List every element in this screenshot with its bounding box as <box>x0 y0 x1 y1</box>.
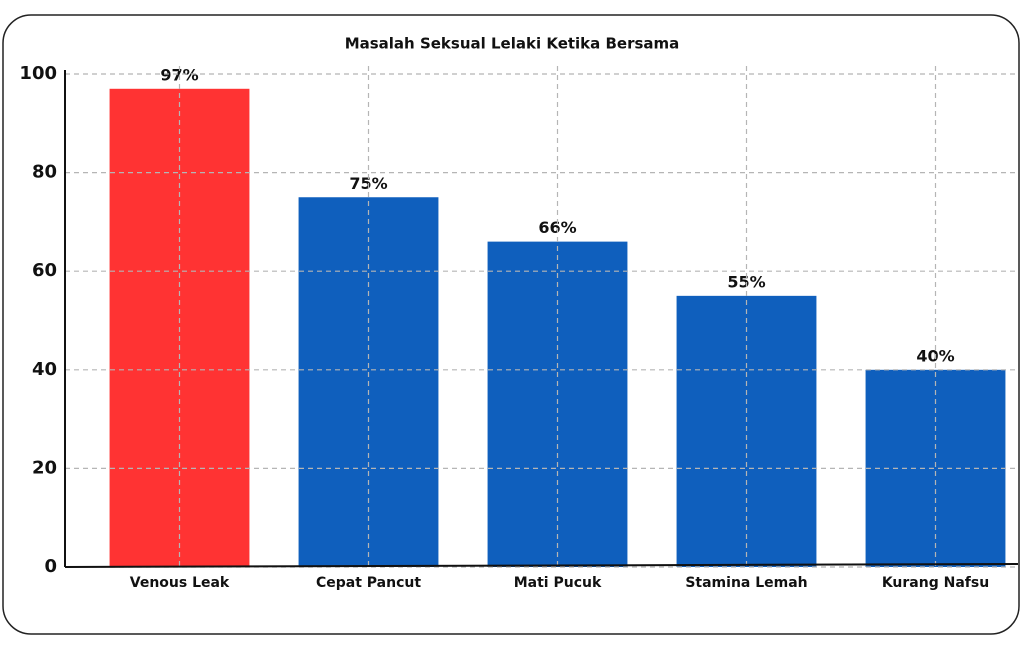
x-tick-label: Cepat Pancut <box>316 575 421 591</box>
y-tick-label: 0 <box>44 556 57 577</box>
y-tick-label: 60 <box>32 260 57 281</box>
x-tick-label: Venous Leak <box>130 575 230 591</box>
x-tick-label: Stamina Lemah <box>685 575 807 591</box>
value-label: 66% <box>538 218 576 237</box>
y-tick-label: 40 <box>32 359 57 380</box>
y-tick-label: 100 <box>19 63 57 84</box>
y-tick-label: 20 <box>32 457 57 478</box>
x-tick-label: Mati Pucuk <box>514 575 602 591</box>
bar <box>676 295 817 567</box>
value-label: 97% <box>160 65 198 84</box>
y-tick-label: 80 <box>32 162 57 183</box>
value-label: 55% <box>727 272 765 291</box>
x-axis <box>64 563 1019 568</box>
x-tick-label: Kurang Nafsu <box>882 575 989 591</box>
chart-title: Masalah Seksual Lelaki Ketika Bersama <box>345 35 680 53</box>
